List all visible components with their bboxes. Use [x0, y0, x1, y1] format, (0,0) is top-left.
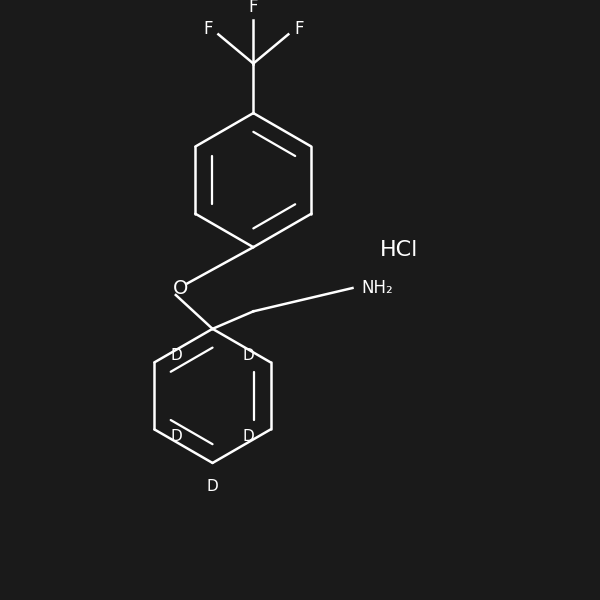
Text: D: D: [171, 348, 182, 363]
Text: F: F: [203, 20, 212, 38]
Text: NH₂: NH₂: [361, 279, 393, 297]
Text: F: F: [248, 0, 258, 16]
Text: F: F: [294, 20, 304, 38]
Text: D: D: [171, 429, 182, 444]
Text: O: O: [173, 278, 188, 298]
Text: HCl: HCl: [380, 240, 418, 260]
Text: D: D: [242, 348, 254, 363]
Text: D: D: [242, 429, 254, 444]
Text: D: D: [206, 479, 218, 494]
